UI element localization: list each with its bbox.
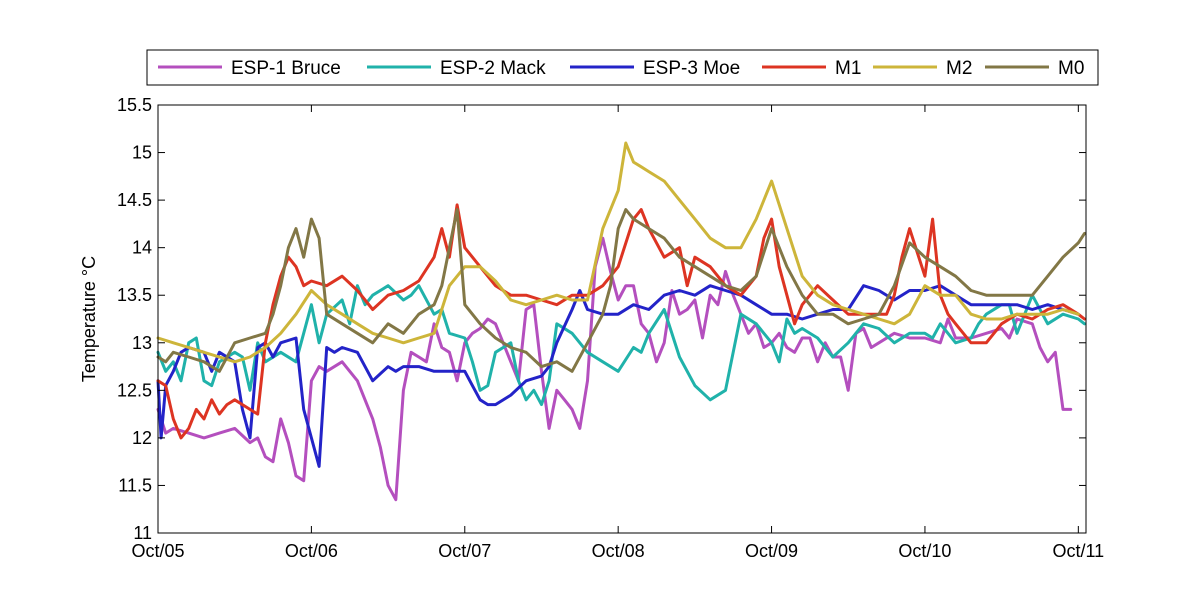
legend-label-4: M1 xyxy=(835,58,861,79)
y-tick-label: 15.5 xyxy=(117,95,152,115)
plot-area xyxy=(158,105,1086,533)
x-tick-label: Oct/05 xyxy=(131,541,184,561)
plot-frame xyxy=(157,104,1087,534)
legend-label-2: ESP-2 Mack xyxy=(440,58,546,79)
x-tick-label: Oct/07 xyxy=(438,541,491,561)
x-tick-label: Oct/10 xyxy=(898,541,951,561)
legend-box xyxy=(146,49,1099,86)
y-tick-label: 14 xyxy=(132,238,152,258)
series-line-4 xyxy=(156,203,1086,440)
x-tick-label: Oct/08 xyxy=(592,541,645,561)
y-tick-label: 13.5 xyxy=(117,285,152,305)
x-tick-label: Oct/06 xyxy=(285,541,338,561)
y-tick-label: 12 xyxy=(132,428,152,448)
y-tick-label: 12.5 xyxy=(117,380,152,400)
y-axis-title: Temperature °C xyxy=(79,256,99,382)
y-tick-label: 11.5 xyxy=(118,475,152,495)
series-line-6 xyxy=(156,208,1086,373)
ticks-layer: Oct/05 Oct/06 Oct/07 Oct/08 Oct/09 Oct/10 Oct/… xyxy=(117,95,1104,561)
series-line-3 xyxy=(156,284,1080,468)
x-tick-label: Oct/11 xyxy=(1052,541,1104,561)
series-line-5 xyxy=(156,141,1080,364)
y-tick-label: 11 xyxy=(133,523,152,543)
series-layer xyxy=(156,141,1086,502)
series-line-1 xyxy=(156,236,1073,502)
legend-label-1: ESP-1 Bruce xyxy=(231,58,341,79)
y-tick-label: 14.5 xyxy=(117,190,152,210)
plot-background xyxy=(158,105,1086,533)
legend-label-6: M0 xyxy=(1058,58,1084,79)
x-tick-label: Oct/09 xyxy=(745,541,798,561)
legend: ESP-1 Bruce ESP-2 Mack ESP-3 Moe M1 M2 M0 xyxy=(146,49,1099,86)
legend-label-3: ESP-3 Moe xyxy=(643,58,740,79)
y-tick-label: 15 xyxy=(132,143,152,163)
legend-label-5: M2 xyxy=(946,58,972,79)
y-tick-label: 13 xyxy=(132,333,152,353)
